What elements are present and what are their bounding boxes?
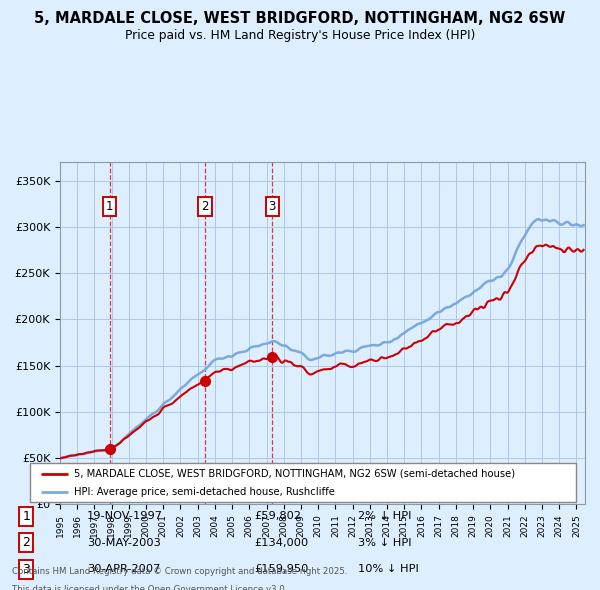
- Text: 2: 2: [22, 536, 31, 549]
- Text: 2% ↓ HPI: 2% ↓ HPI: [358, 512, 411, 522]
- Text: 1: 1: [22, 510, 31, 523]
- Text: 3: 3: [22, 563, 31, 576]
- Text: 19-NOV-1997: 19-NOV-1997: [87, 512, 163, 522]
- Text: This data is licensed under the Open Government Licence v3.0.: This data is licensed under the Open Gov…: [12, 585, 287, 590]
- Text: £59,802: £59,802: [254, 512, 301, 522]
- Text: 10% ↓ HPI: 10% ↓ HPI: [358, 564, 418, 574]
- Text: 30-APR-2007: 30-APR-2007: [87, 564, 160, 574]
- Text: £134,000: £134,000: [254, 538, 308, 548]
- Text: 5, MARDALE CLOSE, WEST BRIDGFORD, NOTTINGHAM, NG2 6SW (semi-detached house): 5, MARDALE CLOSE, WEST BRIDGFORD, NOTTIN…: [74, 469, 515, 479]
- Text: £159,950: £159,950: [254, 564, 308, 574]
- Text: Contains HM Land Registry data © Crown copyright and database right 2025.: Contains HM Land Registry data © Crown c…: [12, 568, 347, 576]
- Text: 2: 2: [201, 200, 209, 213]
- Text: HPI: Average price, semi-detached house, Rushcliffe: HPI: Average price, semi-detached house,…: [74, 487, 335, 497]
- Text: 5, MARDALE CLOSE, WEST BRIDGFORD, NOTTINGHAM, NG2 6SW: 5, MARDALE CLOSE, WEST BRIDGFORD, NOTTIN…: [34, 11, 566, 26]
- Text: 3: 3: [269, 200, 276, 213]
- Text: 30-MAY-2003: 30-MAY-2003: [87, 538, 161, 548]
- Text: 1: 1: [106, 200, 113, 213]
- FancyBboxPatch shape: [30, 463, 576, 502]
- Text: 3% ↓ HPI: 3% ↓ HPI: [358, 538, 411, 548]
- Text: Price paid vs. HM Land Registry's House Price Index (HPI): Price paid vs. HM Land Registry's House …: [125, 30, 475, 42]
